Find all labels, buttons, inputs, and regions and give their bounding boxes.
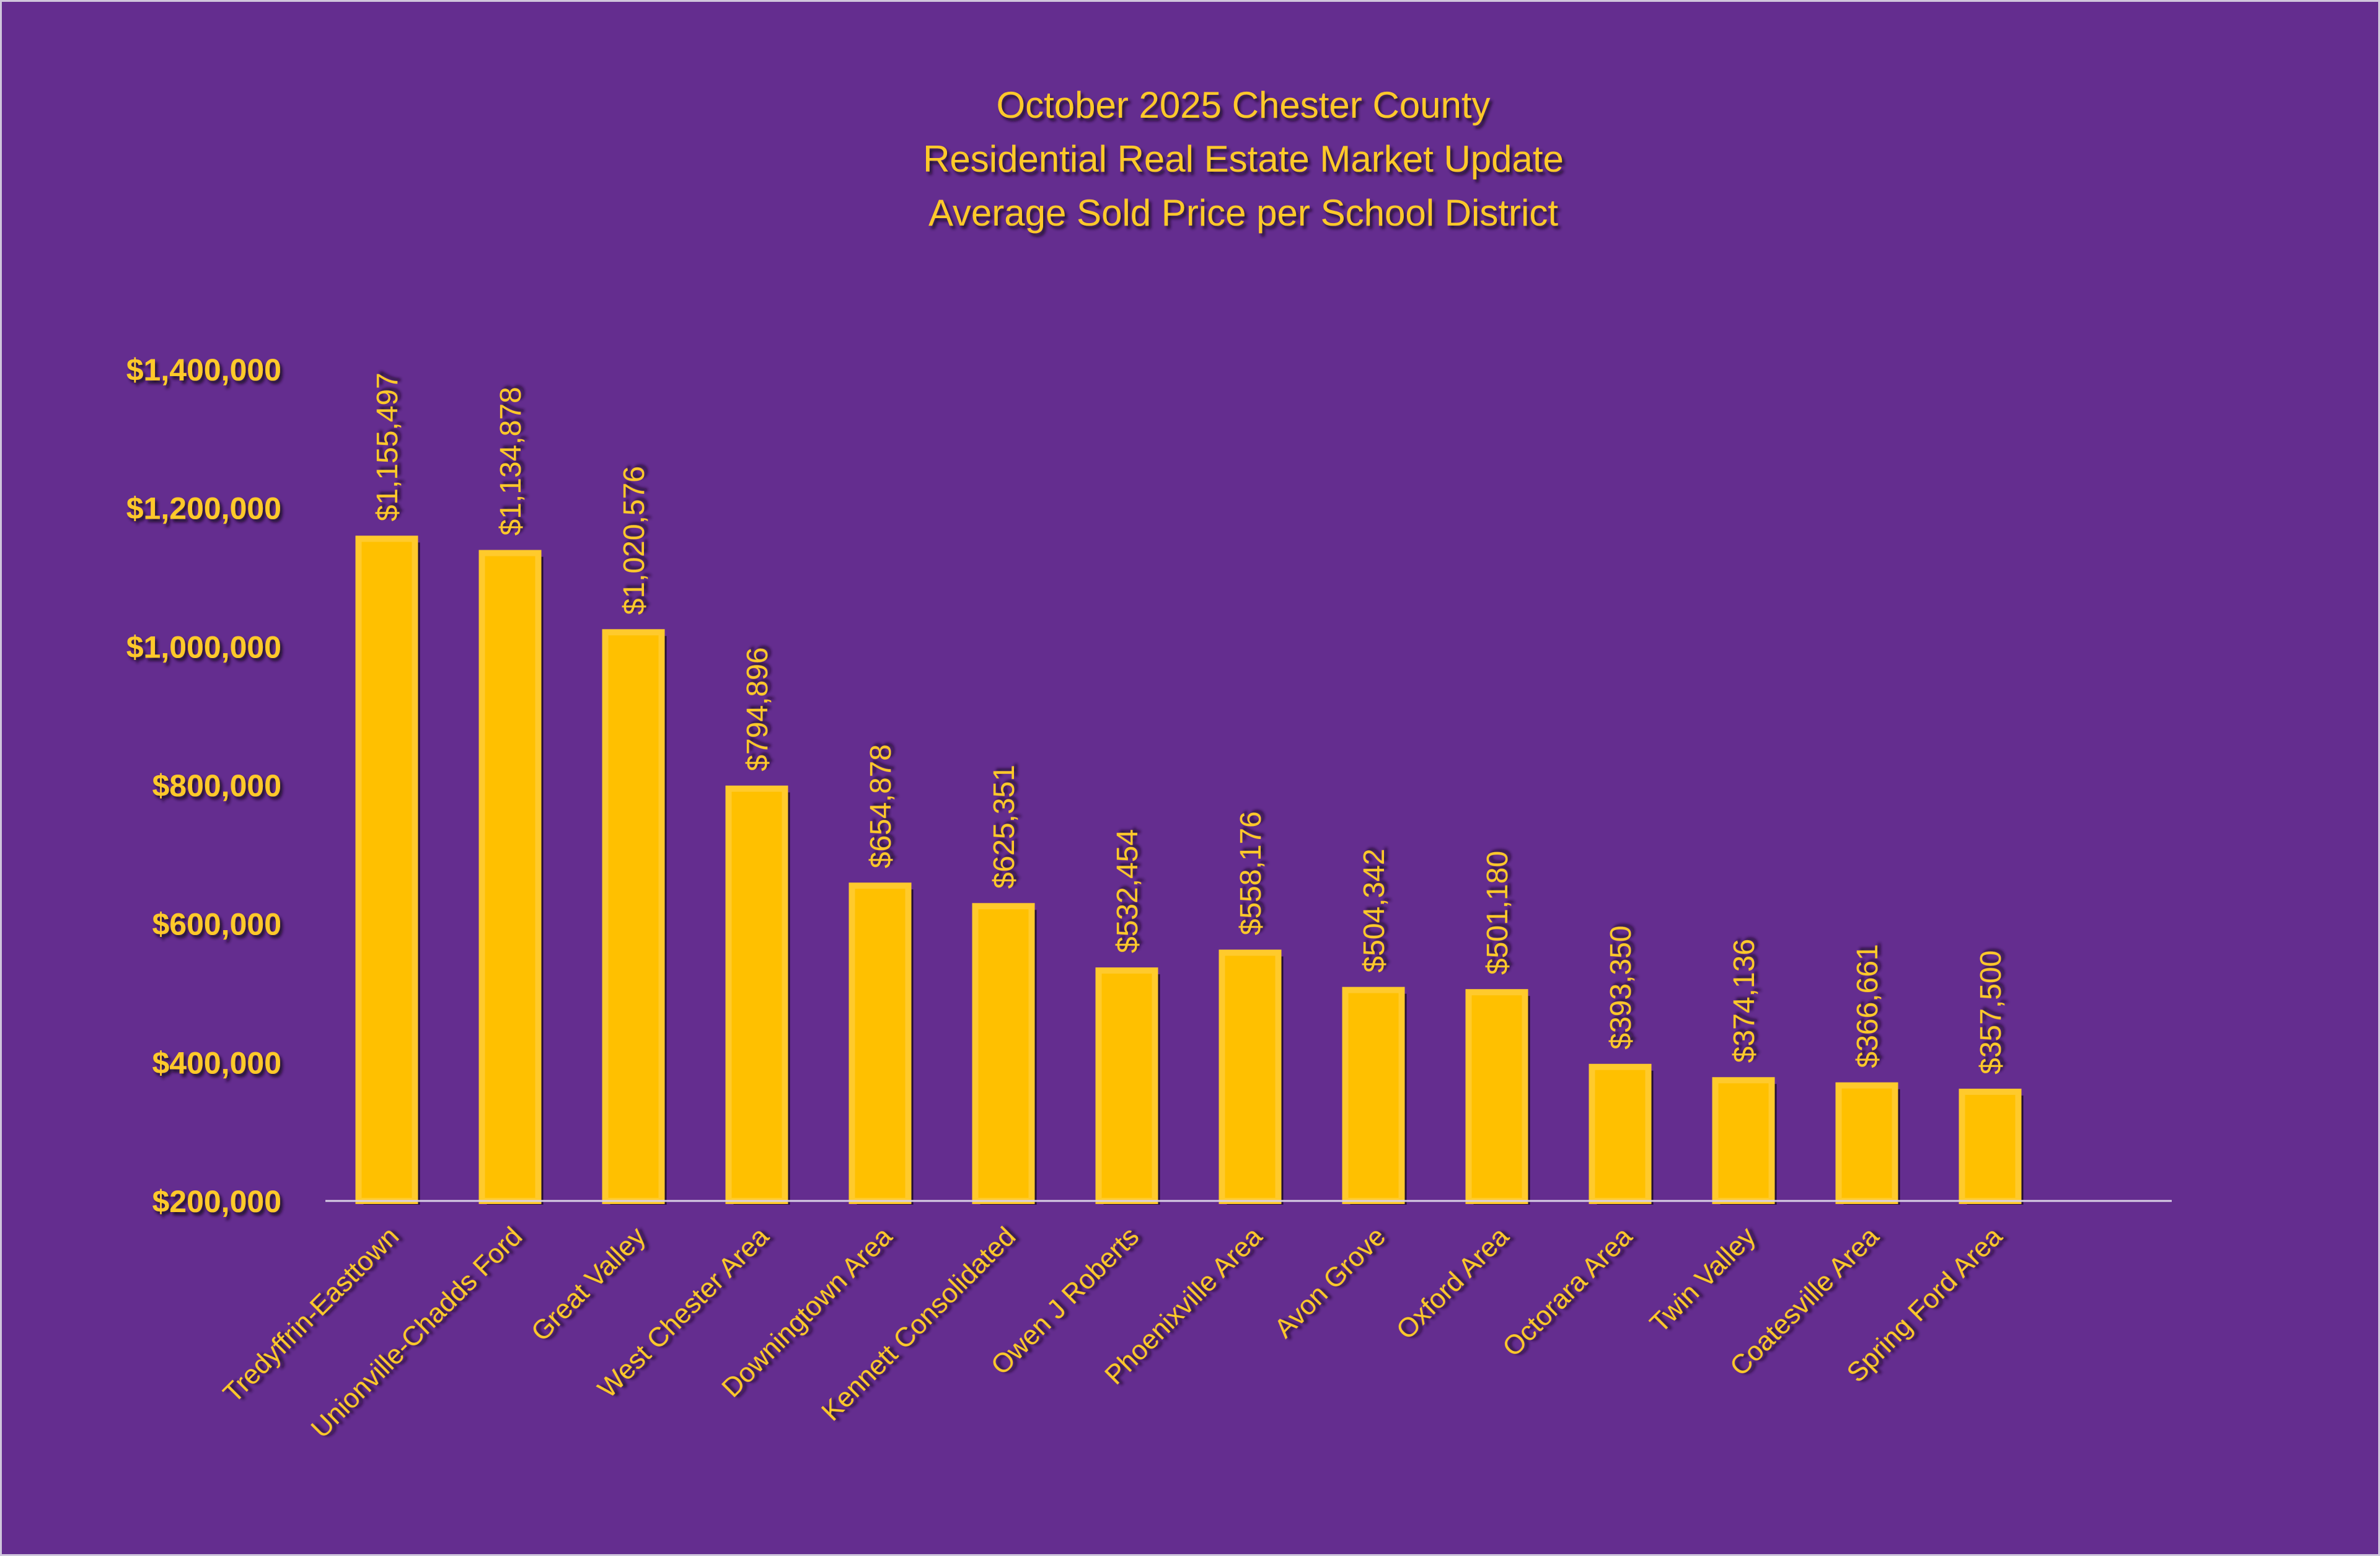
data-label: $393,350	[1605, 926, 1637, 1050]
y-tick-label: $1,000,000	[126, 630, 281, 664]
data-label: $654,878	[865, 744, 897, 868]
y-tick-label: $400,000	[152, 1045, 281, 1080]
data-label: $374,136	[1728, 939, 1761, 1063]
data-label: $366,661	[1851, 944, 1884, 1068]
bar	[972, 903, 1035, 1204]
bar	[848, 882, 912, 1205]
y-tick-label: $1,400,000	[126, 353, 281, 387]
bar	[1959, 1088, 2022, 1205]
bar	[1095, 967, 1158, 1204]
y-axis: $200,000 $400,000 $600,000 $800,000 $1,000,0…	[126, 353, 281, 1219]
x-tick-label: Twin Valley	[1644, 1221, 1761, 1338]
bar	[1342, 987, 1405, 1204]
x-tick-label: Avon Grove	[1269, 1221, 1391, 1343]
title-line-1: October 2025 Chester County	[996, 84, 1490, 126]
title-line-2: Residential Real Estate Market Update	[923, 138, 1564, 180]
chart-title: October 2025 Chester County Residential …	[923, 84, 1564, 234]
data-label: $357,500	[1975, 951, 2008, 1075]
y-tick-label: $600,000	[152, 907, 281, 942]
y-tick-label: $200,000	[152, 1184, 281, 1219]
bar	[725, 785, 788, 1205]
y-tick-label: $1,200,000	[126, 491, 281, 526]
title-line-3: Average Sold Price per School District	[928, 192, 1558, 234]
data-label: $794,896	[741, 648, 774, 771]
data-label: $625,351	[988, 765, 1021, 889]
x-tick-label: Great Valley	[526, 1221, 652, 1347]
bar	[478, 550, 542, 1204]
bars: $1,155,497 $1,134,878 $1,020,576 $794,896 $6…	[355, 372, 2024, 1205]
bar	[1465, 989, 1528, 1205]
data-label: $1,155,497	[371, 372, 404, 521]
data-label: $504,342	[1358, 848, 1391, 972]
bar	[602, 629, 665, 1204]
x-tick-label: Octorara Area	[1497, 1221, 1639, 1363]
x-tick-label: Oxford Area	[1390, 1221, 1515, 1345]
data-label: $1,020,576	[618, 466, 651, 615]
data-label: $501,180	[1481, 851, 1514, 975]
bar	[1835, 1082, 1898, 1204]
data-label: $532,454	[1111, 829, 1144, 953]
data-label: $558,176	[1235, 811, 1267, 935]
bar	[1219, 949, 1282, 1204]
bar	[1712, 1077, 1775, 1205]
data-label: $1,134,878	[495, 387, 527, 535]
bar	[355, 535, 418, 1204]
bar	[1589, 1063, 1652, 1205]
y-tick-label: $800,000	[152, 768, 281, 803]
x-tick-label: Unionville-Chadds Ford	[305, 1221, 528, 1444]
